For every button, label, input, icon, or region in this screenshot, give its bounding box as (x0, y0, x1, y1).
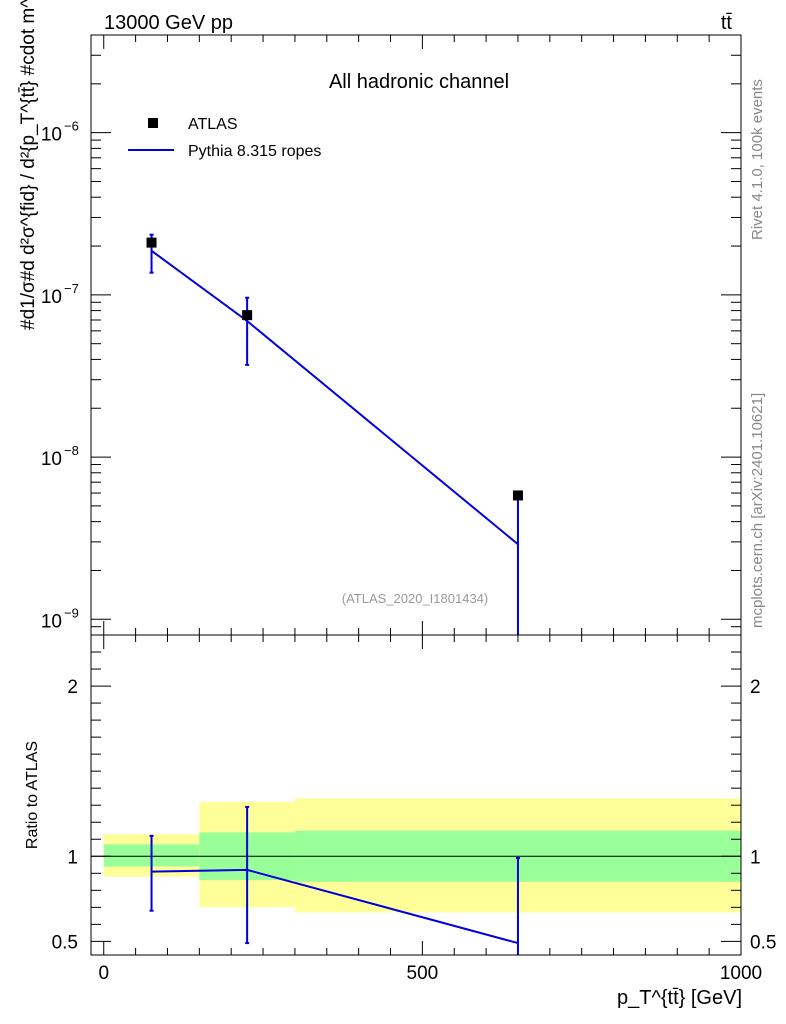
ratio-axis-ticks: 0.5 0.5 1 1 2 2 0 500 1000 (52, 635, 776, 984)
ratio-y-tick-label-right: 1 (750, 847, 761, 868)
mcplots-label: mcplots.cern.ch [arXiv:2401.10621] (749, 393, 766, 628)
analysis-watermark: (ATLAS_2020_I1801434) (342, 591, 488, 606)
ratio-y-tick-label: 0.5 (52, 932, 78, 953)
x-tick-label: 0 (98, 963, 109, 984)
process-label: tt̄ (721, 12, 733, 34)
main-y-tick-label: 10 (41, 125, 62, 146)
atlas-data-point (512, 490, 523, 501)
main-y-axis-label: #d1/σ#d d²σ^{fid} / d²{p_T^{tt̄} #cdot m… (18, 0, 39, 330)
ratio-frame (90, 634, 742, 956)
ratio-y-axis-label: Ratio to ATLAS (24, 741, 41, 849)
main-y-tick-label: 10 (41, 287, 62, 308)
main-panel: All hadronic channel (ATLAS_2020_I180143… (18, 0, 742, 636)
ratio-y-tick-label-right: 2 (750, 677, 761, 698)
main-y-tick-exponent: −9 (64, 605, 79, 620)
ratio-y-tick-label: 1 (67, 847, 78, 868)
main-y-tick-exponent: −6 (64, 119, 79, 134)
legend-label-atlas: ATLAS (188, 116, 238, 133)
ratio-panel: 0.5 0.5 1 1 2 2 0 500 1000 Ratio to ATLAS p_T^{t… (24, 634, 776, 1009)
ratio-pythia-line (151, 868, 519, 945)
x-tick-label: 500 (407, 963, 439, 984)
main-axis-ticks: 10−610−710−810−9 (41, 34, 742, 636)
atlas-data-point (146, 237, 157, 248)
main-series (146, 233, 523, 635)
main-y-tick-label: 10 (41, 611, 62, 632)
ratio-y-tick-label-right: 0.5 (750, 932, 776, 953)
x-tick-label: 1000 (720, 963, 762, 984)
main-title: All hadronic channel (329, 71, 509, 93)
ratio-y-tick-label: 2 (67, 677, 78, 698)
ratio-bands (91, 798, 741, 913)
ratio-series (149, 805, 520, 955)
legend-label-pythia: Pythia 8.315 ropes (188, 143, 321, 160)
main-y-tick-exponent: −7 (64, 281, 79, 296)
energy-label: 13000 GeV pp (104, 12, 233, 34)
atlas-data-point (242, 310, 253, 321)
rivet-label: Rivet 4.1.0, 100k events (749, 79, 766, 240)
main-y-tick-exponent: −8 (64, 443, 79, 458)
x-axis-label: p_T^{tt̄} [GeV] (617, 987, 742, 1009)
main-y-tick-label: 10 (41, 449, 62, 470)
pythia-line (150, 249, 519, 546)
legend: ATLAS Pythia 8.315 ropes (128, 116, 321, 160)
legend-marker-atlas (148, 118, 158, 128)
